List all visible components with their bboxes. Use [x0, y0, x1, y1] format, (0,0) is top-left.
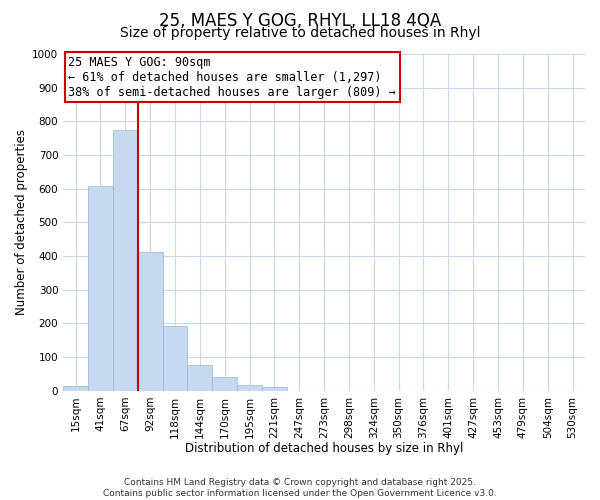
- Bar: [187, 364, 212, 391]
- Bar: [237, 385, 262, 391]
- Bar: [212, 378, 237, 391]
- Bar: [88, 186, 113, 391]
- Bar: [163, 326, 187, 391]
- Text: Size of property relative to detached houses in Rhyl: Size of property relative to detached ho…: [120, 26, 480, 40]
- Bar: [138, 252, 163, 391]
- Y-axis label: Number of detached properties: Number of detached properties: [15, 130, 28, 316]
- Bar: [262, 388, 287, 391]
- Text: 25, MAES Y GOG, RHYL, LL18 4QA: 25, MAES Y GOG, RHYL, LL18 4QA: [159, 12, 441, 30]
- Text: 25 MAES Y GOG: 90sqm
← 61% of detached houses are smaller (1,297)
38% of semi-de: 25 MAES Y GOG: 90sqm ← 61% of detached h…: [68, 56, 396, 98]
- Bar: [113, 130, 138, 391]
- Bar: [63, 386, 88, 391]
- X-axis label: Distribution of detached houses by size in Rhyl: Distribution of detached houses by size …: [185, 442, 463, 455]
- Text: Contains HM Land Registry data © Crown copyright and database right 2025.
Contai: Contains HM Land Registry data © Crown c…: [103, 478, 497, 498]
